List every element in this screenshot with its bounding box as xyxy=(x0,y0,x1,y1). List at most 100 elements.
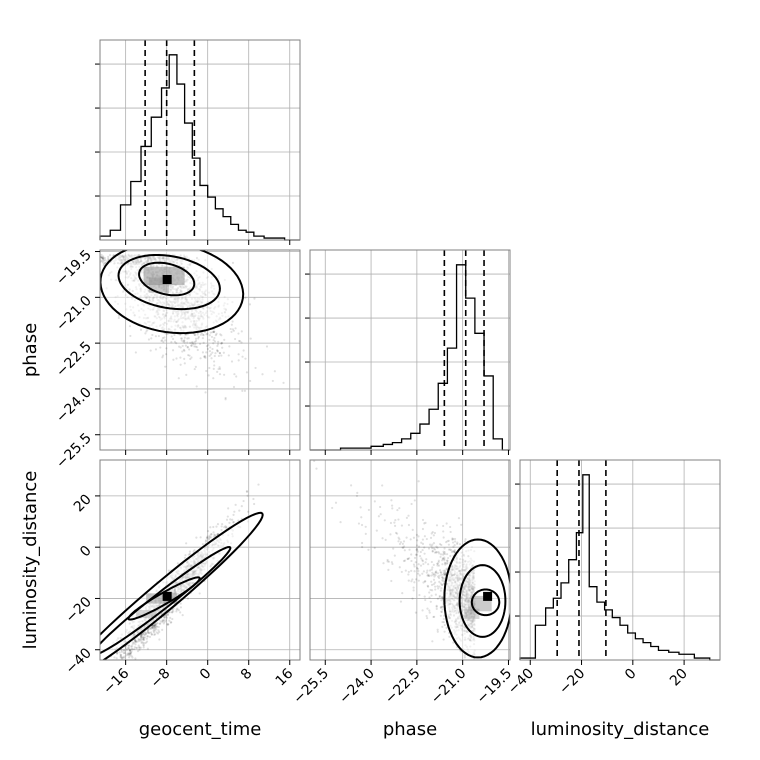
panel-geocent_time-vs-luminosity_distance-point xyxy=(95,684,97,686)
panel-geocent_time-vs-phase-point xyxy=(213,364,216,367)
panel-phase-vs-luminosity_distance-point xyxy=(443,557,446,561)
panel-geocent_time-vs-phase-point xyxy=(101,260,104,263)
panel-geocent_time-vs-phase-point xyxy=(94,268,96,270)
panel-geocent_time-vs-luminosity_distance-point xyxy=(142,636,145,639)
panel-geocent_time-vs-luminosity_distance-point xyxy=(208,536,211,539)
panel-geocent_time-vs-luminosity_distance-point xyxy=(168,619,171,622)
panel-phase-vs-luminosity_distance-point xyxy=(389,521,393,525)
panel-phase-vs-luminosity_distance-point xyxy=(437,550,440,554)
panel-phase-vs-luminosity_distance-point xyxy=(435,524,439,527)
panel-geocent_time-vs-luminosity_distance-point xyxy=(125,665,127,667)
panel-geocent_time-vs-luminosity_distance-point xyxy=(119,653,123,656)
panel-phase-vs-luminosity_distance-point xyxy=(390,499,393,502)
panel-geocent_time-vs-luminosity_distance-point xyxy=(137,638,140,641)
panel-geocent_time-vs-luminosity_distance-point xyxy=(224,525,227,528)
panel-phase-vs-luminosity_distance-point xyxy=(405,536,408,539)
panel-geocent_time-vs-luminosity_distance-point xyxy=(127,646,130,649)
panel-geocent_time-vs-phase-point xyxy=(230,360,234,363)
panel-geocent_time-vs-luminosity_distance-point xyxy=(161,628,164,631)
panel-geocent_time-vs-luminosity_distance-point xyxy=(171,608,174,611)
panel-geocent_time-vs-phase-point xyxy=(231,328,235,331)
panel-geocent_time-vs-luminosity_distance-point xyxy=(99,666,101,668)
panel-phase-vs-luminosity_distance-point xyxy=(443,623,446,627)
panel-geocent_time-vs-luminosity_distance-point xyxy=(199,536,202,539)
panel-geocent_time-vs-luminosity_distance-point xyxy=(60,742,62,744)
panel-geocent_time-vs-phase-point xyxy=(100,256,104,259)
panel-geocent_time-vs-luminosity_distance-point xyxy=(148,627,152,631)
panel-phase-vs-luminosity_distance-point xyxy=(450,549,453,552)
panel-phase-vs-luminosity_distance-point xyxy=(399,600,403,603)
panel-phase-vs-luminosity_distance-point xyxy=(441,625,444,628)
panel-geocent_time-vs-luminosity_distance-point xyxy=(123,655,126,658)
panel-phase-vs-luminosity_distance-point xyxy=(430,580,433,583)
panel-geocent_time-vs-phase-point xyxy=(94,260,96,262)
panel-geocent_time-vs-luminosity_distance-point xyxy=(155,631,158,634)
panel-geocent_time-vs-luminosity_distance-point xyxy=(122,649,126,652)
panel-phase-vs-luminosity_distance-point xyxy=(442,536,445,539)
panel-geocent_time-vs-luminosity_distance-point xyxy=(208,537,211,540)
panel-geocent_time-vs-phase-point xyxy=(178,345,181,348)
panel-geocent_time-vs-phase-point xyxy=(231,261,235,264)
panel-phase-vs-luminosity_distance-point xyxy=(407,579,410,582)
panel-geocent_time-vs-luminosity_distance-point xyxy=(137,638,140,641)
panel-geocent_time-vs-luminosity_distance-point xyxy=(155,622,158,625)
panel-geocent_time-vs-luminosity_distance-point xyxy=(125,647,128,650)
panel-phase-vs-luminosity_distance-point xyxy=(417,579,420,582)
panel-phase-vs-luminosity_distance-point xyxy=(439,614,442,617)
panel-geocent_time-vs-phase-point xyxy=(96,263,98,265)
panel-geocent_time-vs-phase-point xyxy=(220,342,223,345)
panel-geocent_time-vs-phase-contour-2 xyxy=(138,261,196,297)
panel-phase-vs-luminosity_distance-point xyxy=(410,553,413,556)
panel-geocent_time-vs-luminosity_distance-point xyxy=(138,648,141,652)
panel-geocent_time-vs-phase-point xyxy=(241,389,244,392)
panel-phase-vs-luminosity_distance-point xyxy=(443,547,446,550)
panel-phase-vs-luminosity_distance-point xyxy=(427,547,431,550)
panel-geocent_time-vs-phase-point xyxy=(181,350,184,353)
panel-geocent_time-vs-phase-point xyxy=(222,351,225,354)
panel-phase-vs-luminosity_distance-point xyxy=(406,557,409,560)
panel-phase-vs-luminosity_distance-point xyxy=(415,544,419,547)
panel-geocent_time-vs-phase-point xyxy=(188,348,191,351)
panel-geocent_time-vs-luminosity_distance-point xyxy=(114,665,116,667)
panel-geocent_time-vs-phase-point xyxy=(230,330,233,333)
panel-phase-vs-luminosity_distance-point xyxy=(423,552,426,555)
bottom-geocent_time-xtick-label-4: 16 xyxy=(273,665,297,689)
panel-geocent_time-vs-luminosity_distance-point xyxy=(229,518,232,521)
panel-phase-vs-luminosity_distance-point xyxy=(367,508,370,512)
hist-phase-frame xyxy=(309,249,511,451)
panel-geocent_time-vs-luminosity_distance-point xyxy=(95,681,97,683)
panel-phase-vs-luminosity_distance-point xyxy=(431,547,434,550)
panel-geocent_time-vs-luminosity_distance-point xyxy=(122,656,125,659)
panel-phase-vs-luminosity_distance-point xyxy=(453,544,456,547)
panel-geocent_time-vs-luminosity_distance-point xyxy=(131,648,134,651)
panel-phase-vs-luminosity_distance-point xyxy=(442,579,445,583)
panel-geocent_time-vs-luminosity_distance-point xyxy=(135,646,138,650)
panel-geocent_time-vs-phase-point xyxy=(201,337,205,340)
panel-phase-vs-luminosity_distance-point xyxy=(439,606,443,610)
panel-geocent_time-vs-phase-point xyxy=(210,357,213,360)
panel-phase-vs-luminosity_distance-point xyxy=(443,573,446,576)
panel-phase-vs-luminosity_distance-point xyxy=(423,535,426,538)
panel-geocent_time-vs-luminosity_distance-point xyxy=(166,623,169,626)
panel-geocent_time-vs-luminosity_distance-point xyxy=(161,620,164,624)
panel-geocent_time-vs-luminosity_distance-point xyxy=(231,518,234,521)
panel-geocent_time-vs-luminosity_distance-point xyxy=(83,713,85,715)
panel-geocent_time-vs-luminosity_distance-point xyxy=(152,629,155,632)
panel-phase-vs-luminosity_distance-point xyxy=(441,557,445,560)
panel-geocent_time-vs-phase-point xyxy=(104,261,107,264)
panel-phase-vs-luminosity_distance-mode-marker xyxy=(483,591,493,601)
panel-phase-vs-luminosity_distance-point xyxy=(434,593,437,596)
panel-geocent_time-vs-luminosity_distance-point xyxy=(183,556,187,559)
panel-geocent_time-vs-luminosity_distance-point xyxy=(208,534,211,537)
panel-phase-vs-luminosity_distance-point xyxy=(432,615,435,619)
panel-geocent_time-vs-luminosity_distance-point xyxy=(210,533,213,536)
panel-phase-vs-luminosity_distance-point xyxy=(364,532,367,535)
panel-geocent_time-vs-phase-point xyxy=(103,256,106,260)
panel-geocent_time-vs-phase-point xyxy=(98,258,100,260)
panel-geocent_time-vs-phase-point xyxy=(243,389,247,392)
panel-geocent_time-vs-phase-point xyxy=(161,336,165,340)
panel-phase-vs-luminosity_distance-point xyxy=(439,571,442,574)
panel-geocent_time-vs-luminosity_distance-point xyxy=(206,535,209,538)
panel-geocent_time-vs-luminosity_distance-point xyxy=(220,528,223,532)
